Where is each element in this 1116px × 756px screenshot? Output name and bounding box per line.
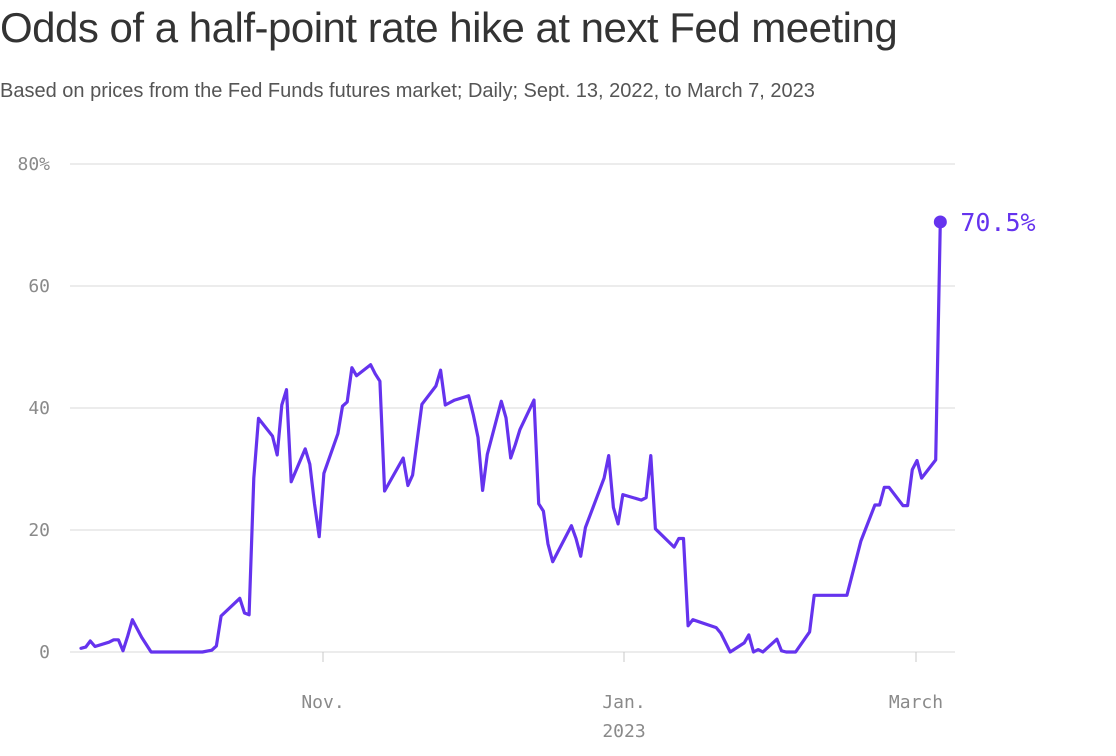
y-axis-ticks: 0 20 40 60 80% bbox=[17, 154, 50, 663]
gridlines bbox=[70, 163, 955, 653]
y-tick-label: 60 bbox=[28, 276, 50, 297]
x-tick-sublabel: 2023 bbox=[602, 721, 645, 742]
end-value-label: 70.5% bbox=[960, 208, 1035, 237]
y-tick-label: 0 bbox=[39, 642, 50, 663]
end-point-marker bbox=[933, 215, 947, 229]
y-tick-label: 20 bbox=[28, 520, 50, 541]
x-tick-label: March bbox=[889, 692, 943, 713]
x-tick-label: Jan. bbox=[602, 692, 645, 713]
x-tick-label: Nov. bbox=[301, 692, 344, 713]
y-tick-label: 80% bbox=[17, 154, 50, 175]
x-axis-ticks: Nov. Jan. 2023 March bbox=[301, 652, 943, 742]
chart-subtitle: Based on prices from the Fed Funds futur… bbox=[0, 80, 815, 102]
series-line bbox=[79, 220, 942, 654]
chart-title: Odds of a half-point rate hike at next F… bbox=[0, 4, 898, 51]
y-tick-label: 40 bbox=[28, 398, 50, 419]
